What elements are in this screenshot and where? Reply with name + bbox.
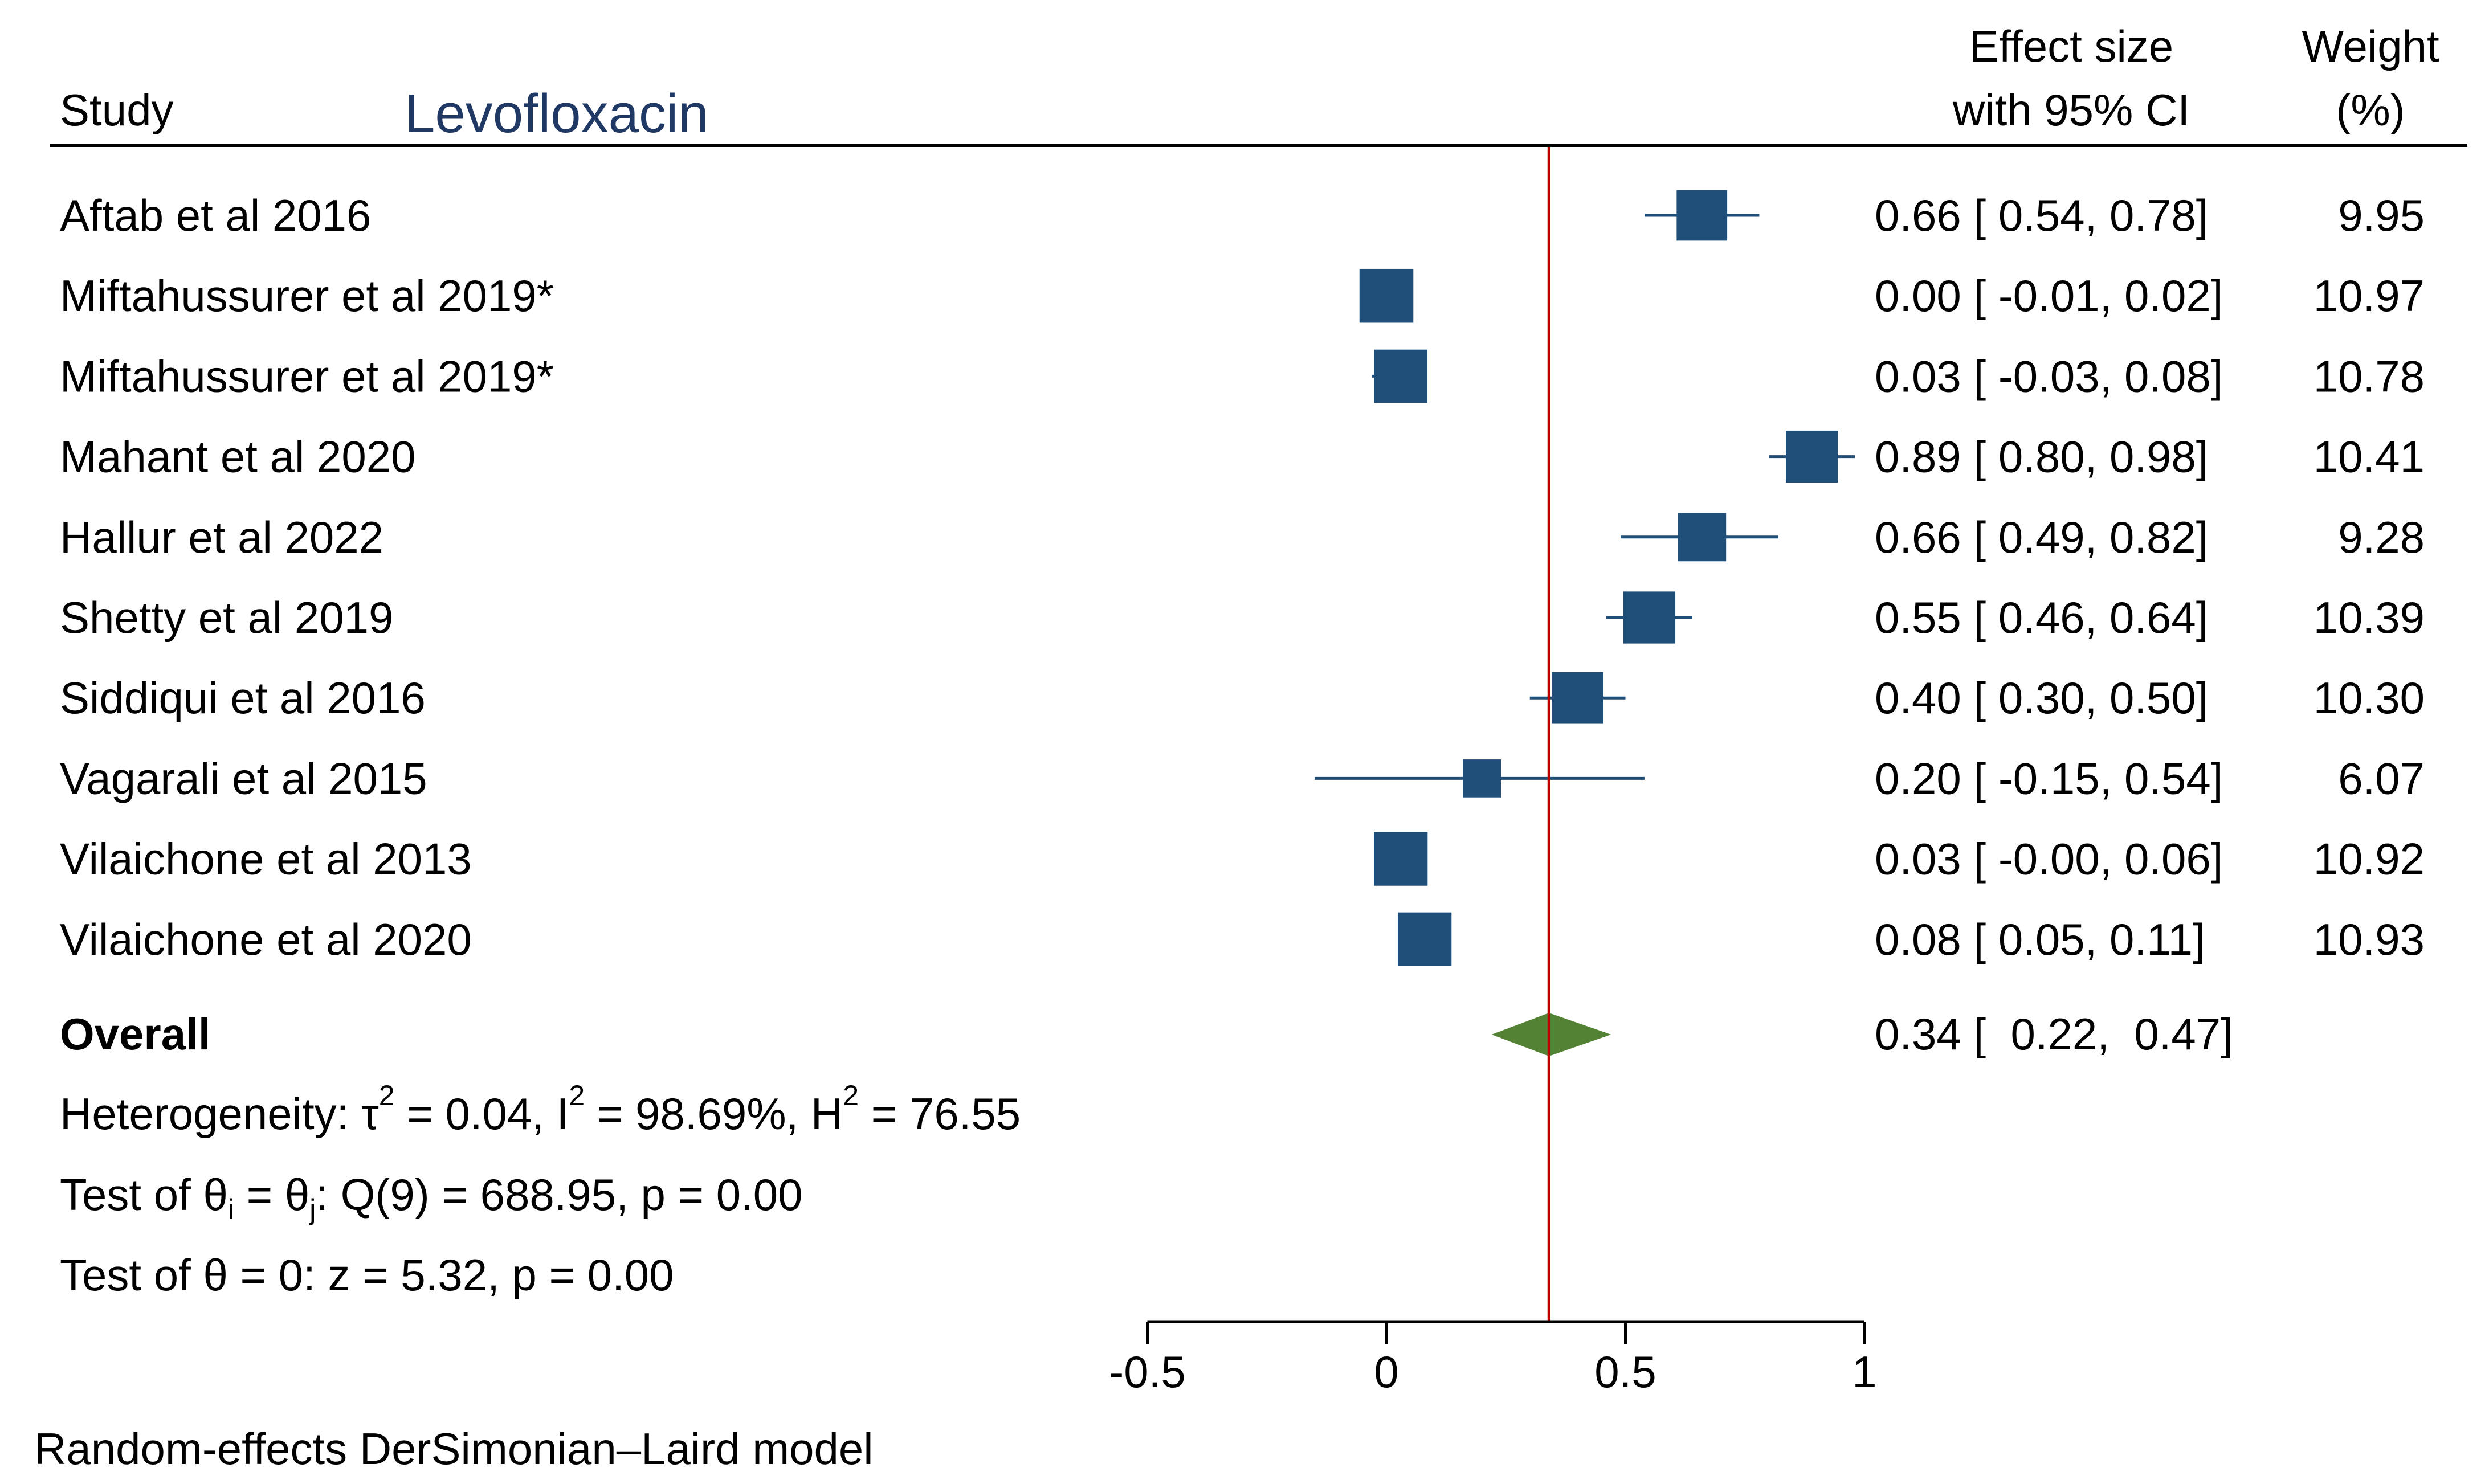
test-equality-text: Test of θi = θj: Q(9) = 688.95, p = 0.00: [60, 1170, 803, 1225]
x-tick-label: 1: [1852, 1347, 1876, 1397]
study-row: Miftahussurer et al 2019* 0.00 [ -0.01, 0…: [60, 268, 2425, 323]
study-weight-text: 10.30: [2313, 673, 2425, 723]
study-ci-text: 0.08 [ 0.05, 0.11]: [1875, 914, 2205, 964]
effect-marker: [1786, 430, 1838, 483]
effect-marker: [1397, 912, 1452, 966]
study-name: Miftahussurer et al 2019*: [60, 271, 554, 321]
effect-marker: [1552, 672, 1603, 724]
study-weight-text: 9.95: [2338, 190, 2425, 240]
study-name: Vilaichone et al 2013: [60, 834, 472, 884]
study-name: Aftab et al 2016: [60, 190, 371, 240]
study-row: Vilaichone et al 2013 0.03 [ -0.00, 0.06]…: [60, 832, 2425, 886]
effect-marker: [1463, 759, 1501, 798]
effect-header-line1: Effect size: [1969, 21, 2173, 71]
study-ci-text: 0.00 [ -0.01, 0.02]: [1875, 271, 2223, 321]
weight-header-line2: (%): [2336, 85, 2405, 135]
effect-marker: [1678, 513, 1727, 562]
study-ci-text: 0.66 [ 0.54, 0.78]: [1875, 190, 2208, 240]
study-weight-text: 10.78: [2313, 351, 2425, 401]
study-row: Miftahussurer et al 2019* 0.03 [ -0.03, 0…: [60, 349, 2425, 403]
effect-marker: [1359, 268, 1414, 323]
effect-marker: [1623, 591, 1676, 644]
study-weight-text: 9.28: [2338, 512, 2425, 562]
study-header: Study: [60, 85, 173, 135]
overall-diamond: [1491, 1013, 1611, 1056]
overall-label: Overall: [60, 1009, 211, 1059]
study-ci-text: 0.03 [ -0.03, 0.08]: [1875, 351, 2223, 401]
study-row: Shetty et al 2019 0.55 [ 0.46, 0.64] 10.39: [60, 591, 2425, 644]
study-name: Hallur et al 2022: [60, 512, 383, 562]
x-tick-label: -0.5: [1109, 1347, 1185, 1397]
study-name: Siddiqui et al 2016: [60, 673, 426, 723]
effect-marker: [1374, 832, 1428, 886]
study-weight-text: 10.39: [2313, 592, 2425, 643]
study-weight-text: 6.07: [2338, 753, 2425, 803]
study-weight-text: 10.93: [2313, 914, 2425, 964]
effect-marker: [1374, 349, 1427, 403]
study-name: Shetty et al 2019: [60, 592, 393, 643]
x-axis: -0.5 0 0.5 1: [1109, 1320, 1877, 1397]
study-row: Vilaichone et al 2020 0.08 [ 0.05, 0.11] 1…: [60, 912, 2425, 966]
study-ci-text: 0.20 [ -0.15, 0.54]: [1875, 753, 2223, 803]
study-row: Aftab et al 2016 0.66 [ 0.54, 0.78] 9.95: [60, 190, 2425, 241]
study-name: Vagarali et al 2015: [60, 753, 427, 803]
test-zero-text: Test of θ = 0: z = 5.32, p = 0.00: [60, 1250, 674, 1300]
study-name: Vilaichone et al 2020: [60, 914, 472, 964]
heterogeneity-text: Heterogeneity: τ2 = 0.04, I2 = 98.69%, H…: [60, 1080, 1021, 1139]
effect-header-line2: with 95% CI: [1952, 85, 2190, 135]
x-tick-label: 0: [1374, 1347, 1398, 1397]
study-row: Vagarali et al 2015 0.20 [ -0.15, 0.54] 6.…: [60, 753, 2425, 803]
model-note: Random-effects DerSimonian–Laird model: [34, 1424, 874, 1474]
study-name: Mahant et al 2020: [60, 432, 415, 482]
study-row: Hallur et al 2022 0.66 [ 0.49, 0.82] 9.28: [60, 512, 2425, 562]
study-name: Miftahussurer et al 2019*: [60, 351, 554, 401]
study-ci-text: 0.55 [ 0.46, 0.64]: [1875, 592, 2208, 643]
study-ci-text: 0.40 [ 0.30, 0.50]: [1875, 673, 2208, 723]
study-rows: Aftab et al 2016 0.66 [ 0.54, 0.78] 9.95 Mi…: [60, 190, 2425, 966]
study-weight-text: 10.92: [2313, 834, 2425, 884]
study-row: Siddiqui et al 2016 0.40 [ 0.30, 0.50] 10.…: [60, 672, 2425, 724]
study-ci-text: 0.66 [ 0.49, 0.82]: [1875, 512, 2208, 562]
weight-header-line1: Weight: [2302, 21, 2439, 71]
chart-title: Levofloxacin: [405, 83, 709, 144]
study-weight-text: 10.41: [2313, 432, 2425, 482]
study-ci-text: 0.89 [ 0.80, 0.98]: [1875, 432, 2208, 482]
study-row: Mahant et al 2020 0.89 [ 0.80, 0.98] 10.41: [60, 430, 2425, 483]
study-ci-text: 0.03 [ -0.00, 0.06]: [1875, 834, 2223, 884]
overall-ci-text: 0.34 [ 0.22, 0.47]: [1875, 1009, 2233, 1059]
study-weight-text: 10.97: [2313, 271, 2425, 321]
x-tick-label: 0.5: [1594, 1347, 1656, 1397]
effect-marker: [1676, 190, 1728, 241]
